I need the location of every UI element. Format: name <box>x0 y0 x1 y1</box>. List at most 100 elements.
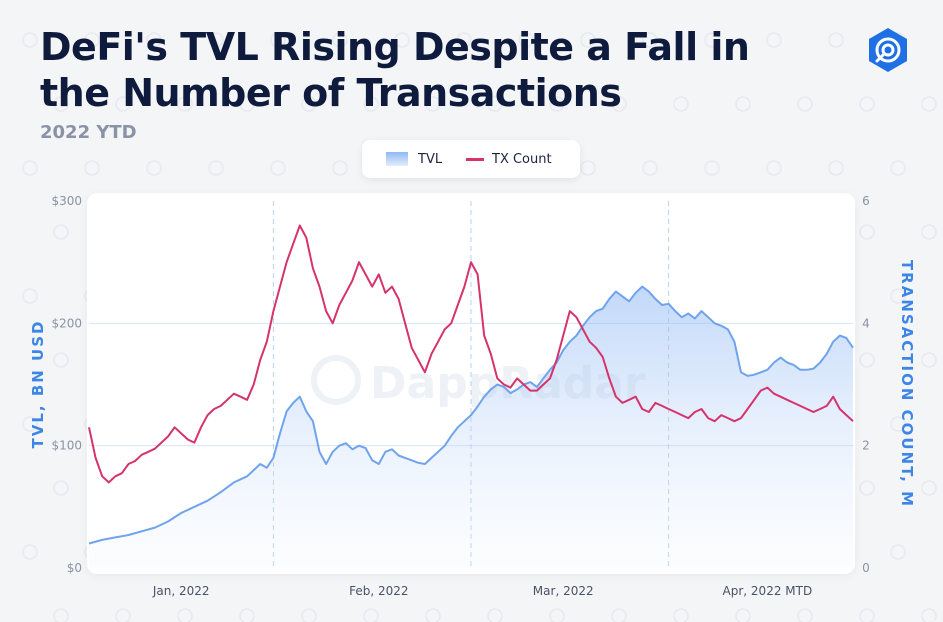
legend-swatch-tx-count <box>466 157 484 161</box>
pattern-ring <box>704 32 720 48</box>
pattern-ring <box>859 608 875 622</box>
pattern-ring <box>766 160 782 176</box>
pattern-ring <box>22 160 38 176</box>
pattern-ring <box>239 96 255 112</box>
pattern-ring <box>642 32 658 48</box>
pattern-ring <box>797 96 813 112</box>
pattern-ring <box>890 416 906 432</box>
pattern-ring <box>549 608 565 622</box>
pattern-ring <box>828 32 844 48</box>
y-tick-label-left: $200 <box>51 316 82 330</box>
pattern-ring <box>22 416 38 432</box>
pattern-ring <box>239 608 255 622</box>
x-tick-label: Mar, 2022 <box>533 584 594 598</box>
x-tick-label: Jan, 2022 <box>152 584 210 598</box>
pattern-ring <box>425 608 441 622</box>
pattern-ring <box>53 608 69 622</box>
pattern-ring <box>146 32 162 48</box>
legend-label-tx-count: TX Count <box>492 151 552 167</box>
pattern-ring <box>859 352 875 368</box>
pattern-ring <box>766 32 782 48</box>
pattern-ring <box>642 160 658 176</box>
pattern-ring <box>921 352 937 368</box>
tx-count-line <box>88 224 854 484</box>
pattern-ring <box>890 544 906 560</box>
pattern-ring <box>518 32 534 48</box>
pattern-ring <box>301 96 317 112</box>
pattern-ring <box>735 608 751 622</box>
pattern-ring <box>363 96 379 112</box>
pattern-ring <box>735 96 751 112</box>
pattern-ring <box>828 160 844 176</box>
legend-item-tvl: TVL <box>386 140 442 178</box>
pattern-ring <box>425 96 441 112</box>
pattern-ring <box>580 160 596 176</box>
pattern-ring <box>146 160 162 176</box>
pattern-ring <box>859 224 875 240</box>
legend-swatch-tvl <box>386 152 408 166</box>
y-tick-label-right: 4 <box>862 316 870 330</box>
pattern-ring <box>53 96 69 112</box>
y-tick-label-left: $100 <box>51 439 82 453</box>
pattern-ring <box>177 96 193 112</box>
pattern-ring <box>208 160 224 176</box>
chart-title: DeFi's TVL Rising Despite a Fall in the … <box>40 25 750 115</box>
pattern-ring <box>363 608 379 622</box>
pattern-ring <box>177 608 193 622</box>
tvl-area <box>89 286 853 568</box>
pattern-ring <box>22 32 38 48</box>
pattern-ring <box>53 224 69 240</box>
pattern-ring <box>487 608 503 622</box>
chart-subtitle: 2022 YTD <box>40 122 137 143</box>
pattern-ring <box>270 160 286 176</box>
pattern-ring <box>611 96 627 112</box>
pattern-ring <box>456 32 472 48</box>
pattern-ring <box>611 608 627 622</box>
legend-label-tvl: TVL <box>418 151 443 167</box>
y-tick-label-left: $300 <box>51 194 82 208</box>
pattern-ring <box>394 32 410 48</box>
pattern-ring <box>673 96 689 112</box>
pattern-ring <box>921 608 937 622</box>
pattern-ring <box>673 608 689 622</box>
pattern-ring <box>208 32 224 48</box>
tvl-line <box>88 285 854 545</box>
pattern-ring <box>890 288 906 304</box>
pattern-ring <box>921 480 937 496</box>
y-axis-title-right: TRANSACTION COUNT, M <box>898 259 916 509</box>
pattern-ring <box>859 480 875 496</box>
pattern-ring <box>332 32 348 48</box>
legend-item-tx-count: TX Count <box>466 140 552 178</box>
pattern-ring <box>115 96 131 112</box>
x-tick-label: Feb, 2022 <box>349 584 408 598</box>
y-tick-label-right: 2 <box>862 439 870 453</box>
chart-legend: TVL TX Count <box>362 140 580 178</box>
pattern-ring <box>704 160 720 176</box>
pattern-ring <box>580 32 596 48</box>
pattern-ring <box>270 32 286 48</box>
pattern-ring <box>84 32 100 48</box>
watermark-logo-icon <box>311 355 361 405</box>
y-axis-title-left: TVL, BN USD <box>29 319 47 449</box>
pattern-ring <box>549 96 565 112</box>
dappradar-logo-icon <box>869 28 907 72</box>
pattern-ring <box>332 160 348 176</box>
pattern-ring <box>921 224 937 240</box>
pattern-ring <box>22 288 38 304</box>
pattern-ring <box>487 96 503 112</box>
pattern-ring <box>301 608 317 622</box>
pattern-ring <box>890 160 906 176</box>
pattern-ring <box>921 96 937 112</box>
x-tick-label: Apr, 2022 MTD <box>723 584 813 598</box>
pattern-ring <box>53 480 69 496</box>
y-tick-label-right: 0 <box>862 561 870 575</box>
pattern-ring <box>115 608 131 622</box>
pattern-ring <box>22 544 38 560</box>
pattern-ring <box>53 352 69 368</box>
y-tick-label-left: $0 <box>67 561 82 575</box>
y-tick-label-right: 6 <box>862 194 870 208</box>
pattern-ring <box>797 608 813 622</box>
pattern-ring <box>84 160 100 176</box>
